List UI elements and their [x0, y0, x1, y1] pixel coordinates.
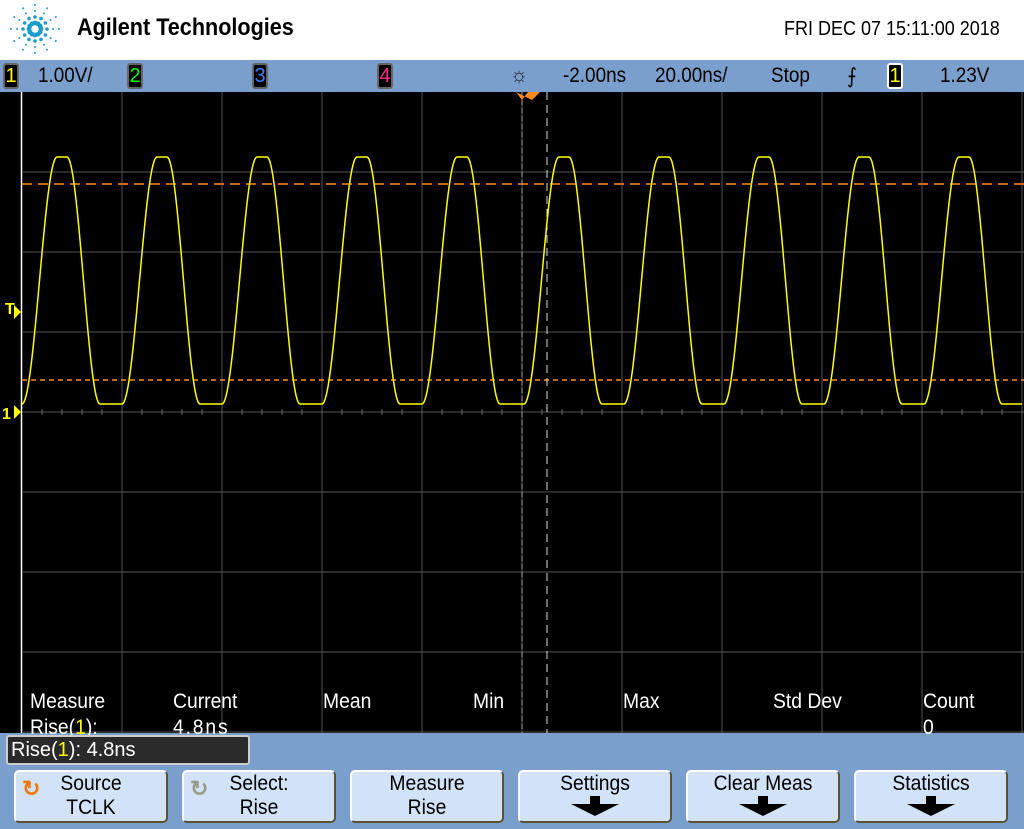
- header: Agilent Technologies FRI DEC 07 15:11:00…: [0, 0, 1024, 60]
- logo-dot: [22, 7, 24, 10]
- logo-dot: [58, 28, 60, 30]
- logo-dot: [27, 37, 31, 42]
- logo-dot: [22, 48, 24, 51]
- brand-name: Agilent Technologies: [77, 14, 294, 41]
- logo-dot: [54, 16, 57, 18]
- datetime: FRI DEC 07 15:11:00 2018: [784, 18, 1000, 40]
- softkey-select[interactable]: ↻ Select: Rise: [182, 770, 336, 823]
- logo-dot: [46, 48, 48, 51]
- delay-knob-icon: ☼: [510, 62, 529, 87]
- measure-header: Current: [173, 690, 238, 713]
- measure-current: 4.8ns: [173, 716, 230, 739]
- logo-dot: [34, 10, 36, 12]
- logo-dot: [43, 21, 48, 25]
- run-state: Stop: [771, 64, 810, 87]
- ch1-scale[interactable]: 1.00V/: [38, 64, 93, 87]
- rising-edge-icon: ⨍: [847, 65, 857, 88]
- measure-header: Min: [473, 690, 505, 713]
- readout-value: ): 4.8ns: [68, 739, 136, 761]
- logo-dot: [21, 27, 25, 31]
- status-bar: 1 1.00V/ 2 3 4 ☼ -2.00ns 20.00ns/ Stop ⨍…: [0, 60, 1024, 92]
- trigger-position-marker: [516, 92, 540, 100]
- softkey-measure[interactable]: Measure Rise: [350, 770, 504, 823]
- softkey-settings[interactable]: Settings: [518, 770, 672, 823]
- softkey-label: Select:: [229, 772, 289, 795]
- delay-value[interactable]: -2.00ns: [563, 64, 627, 87]
- softkey-label: Clear Meas: [713, 772, 813, 795]
- measurement-readout: Rise(1): 4.8ns: [6, 735, 250, 765]
- logo-dot: [13, 16, 16, 18]
- softkey-statistics[interactable]: Statistics: [854, 770, 1008, 823]
- softkey-label: Source: [60, 772, 122, 795]
- logo-dot: [39, 16, 43, 21]
- measure-header: Count: [923, 690, 975, 713]
- arrow-down-icon: [856, 796, 1006, 818]
- softkey-value: Rise: [407, 796, 447, 819]
- measure-header: Measure: [30, 690, 106, 713]
- measure-count: 0: [923, 716, 934, 739]
- measure-channel: 1: [75, 716, 86, 739]
- logo-dot: [33, 15, 37, 19]
- logo-dot: [49, 19, 52, 21]
- readout-prefix: Rise(: [11, 739, 58, 761]
- softkey-source[interactable]: ↻ Source TCLK: [14, 770, 168, 823]
- logo-dot: [18, 19, 21, 21]
- measure-header: Max: [623, 690, 660, 713]
- trigger-level-marker: T: [5, 301, 15, 318]
- channel-1-trace: [21, 156, 1022, 405]
- rotary-knob-icon: ↻: [190, 776, 209, 801]
- logo-dot: [25, 43, 27, 46]
- trigger-source[interactable]: 1: [887, 63, 903, 89]
- logo-dot: [18, 37, 21, 39]
- softkey-value: TCLK: [66, 796, 116, 819]
- channel-4-button[interactable]: 4: [377, 63, 393, 89]
- logo-dot: [34, 4, 36, 6]
- channel-1-button[interactable]: 1: [3, 63, 19, 89]
- timebase-value[interactable]: 20.00ns/: [655, 64, 728, 87]
- agilent-logo-icon: [10, 4, 60, 54]
- logo-dot: [43, 43, 45, 46]
- channel-3-button[interactable]: 3: [252, 63, 268, 89]
- logo-dot: [49, 37, 52, 39]
- softkey-label: Settings: [560, 772, 630, 795]
- readout-channel: 1: [57, 739, 69, 761]
- logo-dot: [43, 33, 48, 37]
- logo-dot: [22, 33, 27, 37]
- logo-dot: [22, 21, 27, 25]
- logo-dot: [33, 39, 37, 43]
- logo-dot: [52, 28, 54, 30]
- arrow-down-icon: [520, 796, 670, 818]
- waveform-graticule: T1: [2, 92, 1024, 733]
- logo-dot: [27, 16, 31, 21]
- logo-dot: [25, 12, 27, 15]
- ground-arrow-icon: [14, 405, 21, 419]
- rotary-knob-icon: ↻: [22, 776, 41, 801]
- logo-dot: [13, 40, 16, 42]
- logo-dot: [46, 7, 48, 10]
- trigger-level[interactable]: 1.23V: [940, 64, 990, 87]
- arrow-down-icon: [688, 796, 838, 818]
- logo-dot: [54, 40, 57, 42]
- logo-dot: [43, 12, 45, 15]
- softkey-label: Measure: [389, 772, 465, 795]
- measure-name: Rise(1):: [30, 716, 98, 740]
- logo-dot: [16, 28, 18, 30]
- logo-dot: [45, 27, 49, 31]
- measure-header: Mean: [323, 690, 372, 713]
- measure-name-suffix: ):: [85, 716, 98, 739]
- logo-dot: [34, 46, 36, 48]
- measure-header: Std Dev: [773, 690, 842, 713]
- logo-dot: [37, 23, 43, 29]
- trigger-arrow-icon: [14, 305, 21, 319]
- logo-dot: [10, 28, 12, 30]
- softkey-label: Statistics: [892, 772, 970, 795]
- measure-name-prefix: Rise(: [30, 716, 76, 739]
- softkey-clear-meas[interactable]: Clear Meas: [686, 770, 840, 823]
- logo-dot: [34, 52, 36, 54]
- channel-2-button[interactable]: 2: [127, 63, 143, 89]
- softkey-value: Rise: [239, 796, 279, 819]
- channel-1-ground-marker[interactable]: 1: [2, 406, 11, 423]
- logo-dot: [39, 37, 43, 42]
